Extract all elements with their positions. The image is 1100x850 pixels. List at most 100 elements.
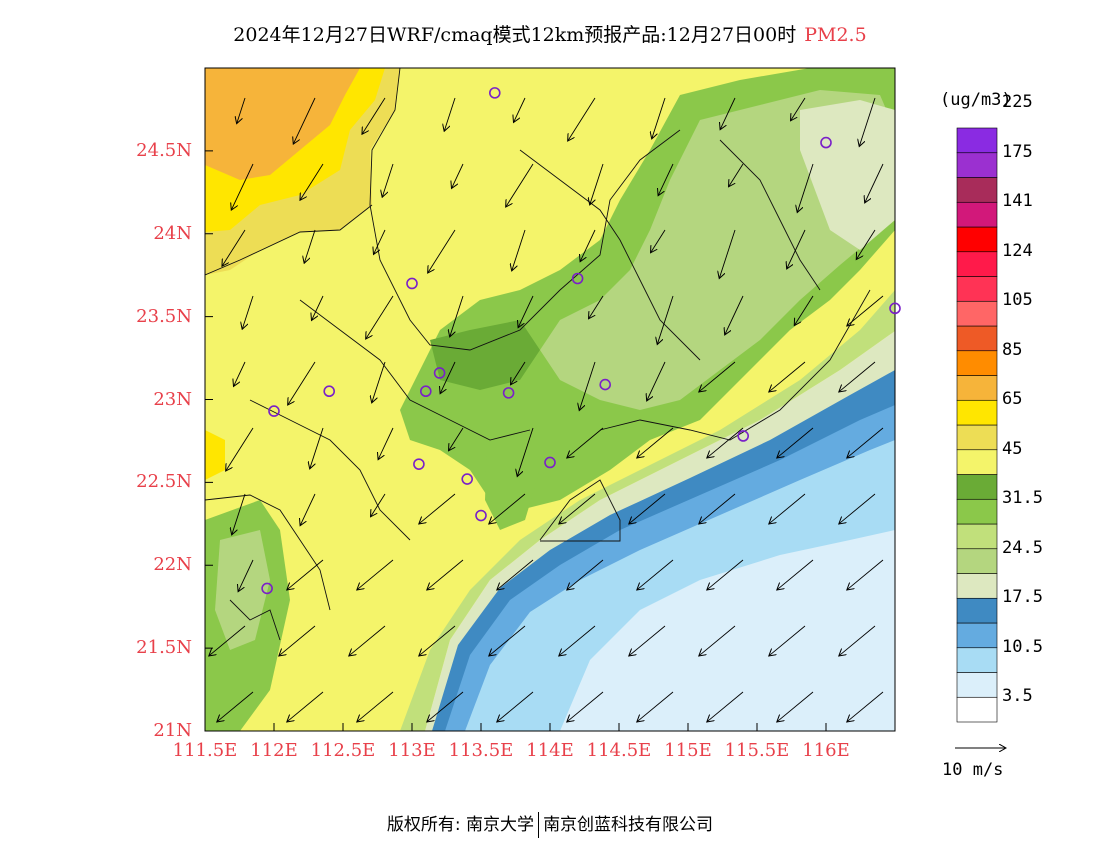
footer-divider	[538, 812, 540, 838]
lat-label: 24N	[153, 222, 192, 244]
colorbar-swatch	[956, 177, 998, 203]
colorbar-swatch	[956, 350, 998, 376]
wind-vector	[560, 625, 596, 655]
wind-vector	[288, 361, 316, 404]
wind-vector	[840, 493, 876, 523]
wind-vector	[848, 691, 884, 721]
lon-label: 111.5E	[172, 740, 238, 761]
wind-vector	[239, 559, 254, 591]
colorbar-swatch	[956, 201, 998, 228]
station-marker	[461, 473, 474, 485]
wind-vector	[708, 427, 744, 457]
colorbar-swatch	[956, 226, 998, 253]
wind-vector	[590, 163, 604, 204]
lat-label: 22N	[153, 554, 192, 576]
lat-label: 22.5N	[136, 471, 192, 493]
lat-label: 23N	[153, 388, 192, 410]
wind-vector	[358, 559, 394, 589]
wind-vector	[379, 427, 394, 459]
wind-vector	[659, 163, 674, 195]
wind-vector	[420, 493, 456, 523]
wind-vector	[865, 163, 884, 202]
colorbar-swatch	[956, 597, 998, 624]
wind-vector	[791, 97, 806, 120]
station-marker	[737, 430, 750, 442]
wind-vector	[658, 295, 674, 344]
lon-label: 112.5E	[310, 740, 376, 761]
colorbar-unit: (ug/m3)	[940, 90, 1012, 110]
wind-vector	[362, 97, 386, 133]
colorbar-swatch	[956, 375, 998, 401]
wind-vector	[280, 625, 316, 655]
station-marker	[419, 385, 432, 398]
wind-vector	[506, 163, 534, 206]
wind-vector	[294, 97, 316, 143]
station-marker	[544, 456, 556, 469]
wind-vector	[358, 691, 394, 721]
colorbar-swatch	[956, 573, 998, 599]
wind-vector	[371, 493, 386, 516]
colorbar-label: 3.5	[1002, 686, 1033, 707]
colorbar-label: 45	[1002, 438, 1023, 459]
wind-vector	[568, 691, 604, 721]
colorbar-swatch	[956, 622, 998, 649]
lat-label: 24.5N	[136, 139, 192, 161]
station-marker	[502, 387, 515, 399]
wind-vector	[778, 559, 814, 589]
colorbar-swatch	[956, 251, 998, 277]
wind-vector	[798, 163, 814, 212]
wind-vector	[840, 625, 876, 655]
lon-label: 114E	[526, 740, 574, 761]
colorbar-label: 17.5	[1002, 587, 1043, 608]
wind-vector	[301, 493, 316, 525]
axis-ticks	[204, 150, 827, 732]
colorbar-label: 141	[1002, 191, 1033, 212]
wind-vector	[589, 295, 604, 318]
wind-vector	[300, 163, 324, 199]
wind-vector	[652, 97, 666, 138]
wind-vector	[218, 691, 254, 721]
wind-vector	[848, 295, 884, 325]
wind-vector	[700, 625, 736, 655]
lat-label: 21.5N	[136, 637, 192, 659]
wind-vector	[428, 559, 464, 589]
colorbar	[956, 127, 998, 723]
wind-vector	[428, 691, 464, 721]
wind-vector	[778, 427, 814, 457]
wind-vector	[444, 97, 456, 130]
wind-vector	[638, 691, 674, 721]
wind-vector	[441, 361, 456, 393]
wind-vector	[848, 427, 884, 457]
wind-vector	[428, 229, 456, 272]
wind-vector	[366, 295, 394, 338]
colorbar-swatch	[956, 127, 998, 154]
wind-vector	[848, 559, 884, 589]
lon-label: 113.5E	[448, 740, 514, 761]
station-marker	[475, 509, 487, 522]
wind-vector	[420, 625, 456, 655]
wind-reference-label: 10 m/s	[942, 760, 1004, 780]
wind-vector	[700, 361, 736, 391]
wind-vector	[840, 361, 876, 391]
title-variable: PM2.5	[804, 24, 867, 46]
station-marker	[820, 136, 832, 149]
colorbar-swatch	[956, 449, 998, 475]
wind-vector	[770, 493, 806, 523]
colorbar-swatch	[956, 424, 998, 451]
wind-vector	[511, 361, 526, 384]
colorbar-swatch	[956, 498, 998, 525]
colorbar-label: 65	[1002, 389, 1023, 410]
wind-vectors	[210, 97, 884, 721]
wind-vector	[304, 229, 316, 262]
wind-vector	[382, 163, 394, 196]
footer-left: 版权所有: 南京大学	[386, 815, 535, 835]
wind-vector	[795, 295, 814, 325]
wind-vector	[647, 361, 666, 400]
lon-label: 113E	[388, 740, 436, 761]
colorbar-swatch	[956, 152, 998, 178]
lon-label: 115.5E	[724, 740, 790, 761]
station-marker	[268, 405, 280, 417]
wind-vector	[312, 295, 324, 320]
colorbar-swatch	[956, 523, 998, 550]
wind-vector	[581, 229, 596, 261]
